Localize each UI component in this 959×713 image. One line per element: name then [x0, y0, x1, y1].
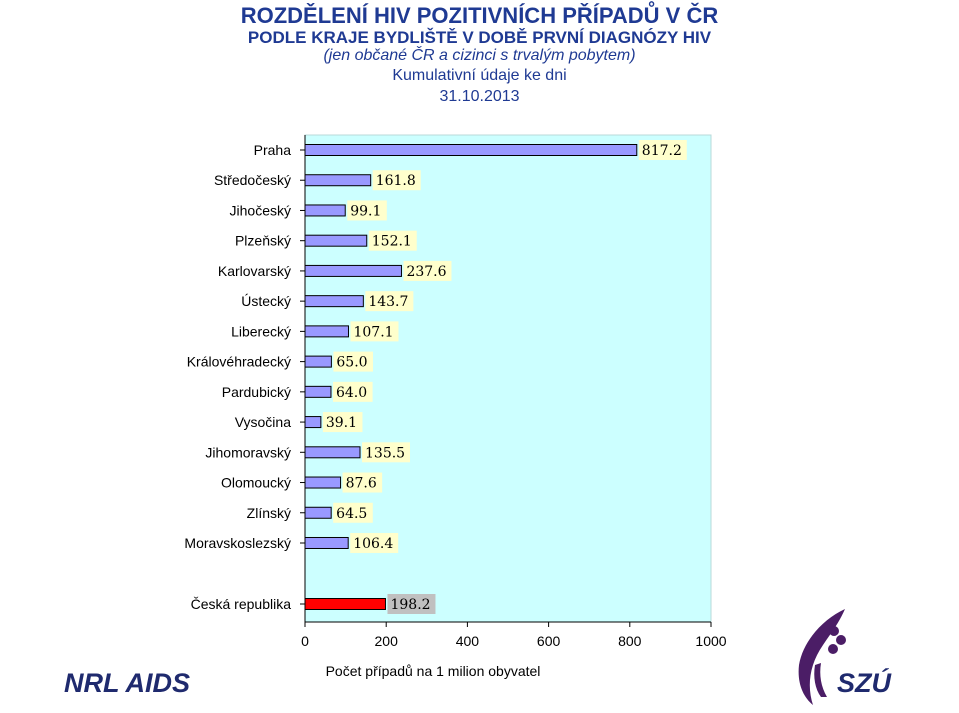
chart-subtitle: PODLE KRAJE BYDLIŠTĚ V DOBĚ PRVNÍ DIAGNÓ…: [247, 28, 712, 47]
szu-logo-dot-2: [836, 635, 846, 645]
data-label-bg: [350, 321, 399, 342]
category-label: Ústecký: [241, 293, 291, 309]
total-data-label: 198.2: [390, 597, 430, 613]
szu-logo-dot-3: [828, 644, 838, 654]
data-label: 64.0: [336, 385, 367, 401]
data-label: 107.1: [353, 324, 393, 340]
data-label: 161.8: [376, 173, 416, 189]
szu-logo: SZÚ: [798, 609, 893, 705]
szu-logo-swoosh: [798, 609, 845, 705]
total-data-label-bg: [387, 594, 436, 614]
category-label: Jihomoravský: [205, 444, 291, 460]
data-label: 152.1: [372, 234, 412, 250]
bar: [304, 295, 364, 308]
category-label: Pardubický: [222, 384, 291, 400]
total-category-label: Česká republika: [191, 596, 292, 612]
cumulative-label: Kumulativní údaje ke dni: [392, 67, 567, 84]
data-label-bg: [372, 170, 421, 191]
data-label-bg: [368, 230, 417, 251]
bar: [304, 144, 638, 156]
category-label: Středočeský: [214, 172, 291, 188]
data-label-bg: [638, 140, 687, 160]
data-label: 39.1: [326, 415, 357, 431]
szu-logo-inner-swoosh: [814, 663, 827, 697]
data-label: 237.6: [406, 264, 446, 280]
data-label-bg: [333, 502, 373, 523]
date-label: 31.10.2013: [439, 88, 520, 105]
category-label: Praha: [254, 142, 292, 158]
data-label-bg: [322, 412, 363, 433]
data-label-bg: [403, 260, 452, 281]
category-label: Jihočeský: [230, 202, 291, 218]
bar: [304, 355, 332, 368]
data-label-bg: [350, 532, 399, 553]
bar: [304, 536, 349, 549]
x-tick-label: 800: [618, 633, 642, 649]
nrl-aids-logo-text: NRL AIDS: [64, 668, 190, 697]
x-axis-label: Počet případů na 1 milion obyvatel: [326, 663, 541, 679]
bar: [304, 204, 346, 217]
x-tick-label: 400: [456, 633, 480, 649]
x-tick-label: 1000: [695, 633, 726, 649]
category-label: Karlovarský: [218, 263, 291, 279]
data-label-bg: [332, 381, 373, 402]
data-label-bg: [347, 200, 387, 221]
chart-note: (jen občané ČR a cizinci s trvalým pobyt…: [323, 47, 636, 64]
category-label: Vysočina: [235, 414, 292, 430]
data-label: 99.1: [350, 203, 381, 219]
x-tick-label: 200: [375, 633, 399, 649]
category-label: Plzeňský: [235, 233, 291, 249]
data-label: 817.2: [642, 143, 682, 159]
bar: [304, 264, 402, 277]
data-label-bg: [333, 351, 373, 372]
data-label-bg: [362, 442, 411, 463]
bar: [304, 476, 342, 489]
bar: [304, 385, 332, 398]
x-tick-label: 600: [537, 633, 561, 649]
nrl-aids-logo: NRL AIDS: [64, 668, 190, 697]
bar: [304, 416, 322, 429]
szu-logo-dot-1: [829, 626, 839, 636]
data-label: 65.0: [336, 355, 367, 371]
data-label: 64.5: [336, 506, 367, 522]
data-label-bg: [342, 472, 383, 493]
category-label: Liberecký: [231, 323, 291, 339]
bar: [304, 325, 349, 338]
x-tick-label: 0: [301, 633, 309, 649]
bar: [304, 234, 368, 247]
category-label: Zlínský: [247, 505, 291, 521]
data-label: 135.5: [365, 445, 405, 461]
total-bar: [304, 598, 386, 610]
bar: [304, 174, 372, 187]
bar: [304, 506, 332, 519]
bar: [304, 446, 361, 459]
data-label: 143.7: [368, 294, 408, 310]
category-label: Olomoucký: [221, 475, 291, 491]
data-label-bg: [365, 291, 414, 312]
category-label: Moravskoslezský: [184, 535, 291, 551]
data-label: 106.4: [353, 536, 393, 552]
chart-title: ROZDĚLENÍ HIV POZITIVNÍCH PŘÍPADŮ V ČR: [240, 3, 719, 28]
category-label: Královéhradecký: [187, 354, 291, 370]
data-label: 87.6: [346, 476, 377, 492]
szu-logo-text: SZÚ: [837, 667, 893, 698]
